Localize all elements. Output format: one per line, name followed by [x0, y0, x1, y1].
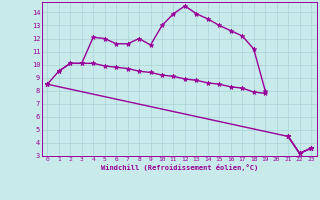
X-axis label: Windchill (Refroidissement éolien,°C): Windchill (Refroidissement éolien,°C)	[100, 164, 258, 171]
